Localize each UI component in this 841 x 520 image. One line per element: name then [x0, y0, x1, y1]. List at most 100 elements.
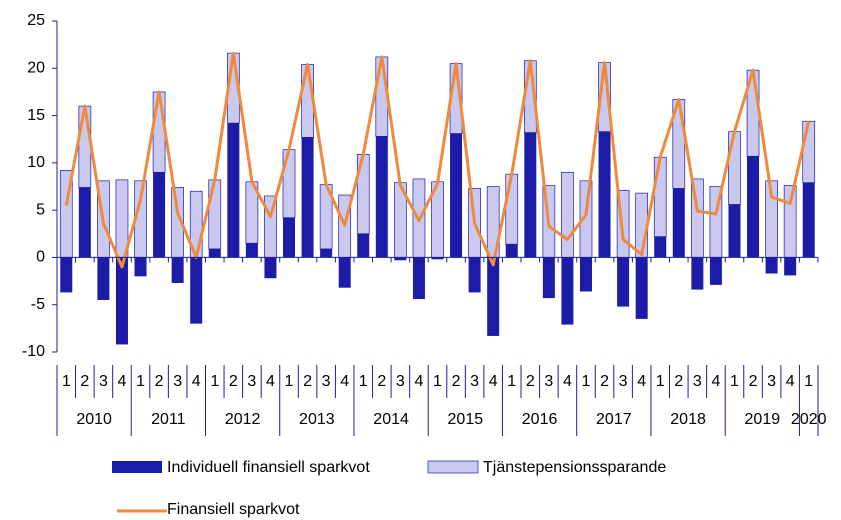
- x-tick-label: 4: [266, 373, 275, 390]
- bar: [208, 248, 221, 258]
- x-tick-label: 1: [285, 373, 294, 390]
- bar: [635, 257, 648, 319]
- bar: [747, 156, 760, 258]
- y-tick-label: 10: [27, 154, 45, 171]
- bar: [487, 257, 500, 336]
- x-tick-label: 4: [563, 373, 572, 390]
- bar: [245, 243, 258, 258]
- x-tick-label: 4: [118, 373, 127, 390]
- x-tick-label: 1: [804, 373, 813, 390]
- x-tick-label: 1: [656, 373, 665, 390]
- bar: [171, 257, 184, 283]
- x-tick-label: 2: [155, 373, 164, 390]
- y-tick-label: -10: [22, 343, 45, 360]
- year-label: 2017: [596, 411, 632, 428]
- x-tick-label: 3: [767, 373, 776, 390]
- bar: [802, 182, 815, 258]
- x-tick-label: 2: [229, 373, 238, 390]
- bar: [561, 257, 574, 325]
- y-tick-label: 15: [27, 107, 45, 124]
- bar: [283, 217, 296, 258]
- year-label: 2012: [225, 411, 261, 428]
- x-tick-label: 4: [192, 373, 201, 390]
- bar: [357, 233, 370, 258]
- y-tick-label: -5: [31, 296, 45, 313]
- year-label: 2013: [299, 411, 335, 428]
- y-tick-label: 25: [27, 12, 45, 29]
- bar: [152, 91, 166, 173]
- x-tick-label: 2: [749, 373, 758, 390]
- bar: [78, 187, 91, 258]
- bar: [468, 257, 481, 293]
- legend-label: Tjänstepensionssparande: [483, 459, 666, 476]
- year-label: 2011: [151, 411, 186, 428]
- x-tick-label: 1: [359, 373, 368, 390]
- bar: [134, 257, 147, 277]
- bar: [264, 257, 277, 279]
- x-tick-label: 4: [786, 373, 795, 390]
- bar: [542, 257, 555, 299]
- bar: [190, 257, 203, 324]
- x-tick-label: 4: [340, 373, 349, 390]
- bar: [728, 204, 741, 258]
- y-tick-label: 5: [36, 201, 45, 218]
- x-tick-label: 1: [62, 373, 71, 390]
- x-tick-label: 3: [693, 373, 702, 390]
- x-tick-label: 3: [322, 373, 331, 390]
- x-tick-label: 3: [619, 373, 628, 390]
- bar: [505, 244, 518, 258]
- bar: [375, 136, 388, 258]
- legend-swatch: [427, 460, 479, 474]
- x-tick-label: 1: [210, 373, 219, 390]
- year-label: 2018: [670, 411, 706, 428]
- bar: [691, 257, 704, 290]
- x-tick-label: 3: [173, 373, 182, 390]
- x-tick-label: 2: [674, 373, 683, 390]
- x-tick-label: 4: [637, 373, 646, 390]
- x-tick-label: 3: [247, 373, 256, 390]
- bar: [227, 123, 240, 258]
- x-tick-label: 3: [544, 373, 553, 390]
- x-tick-label: 2: [452, 373, 461, 390]
- x-tick-label: 3: [99, 373, 108, 390]
- year-label: 2020: [791, 411, 827, 428]
- x-tick-label: 2: [600, 373, 609, 390]
- x-tick-label: 2: [303, 373, 312, 390]
- line: [64, 51, 811, 269]
- y-tick-label: 20: [27, 60, 45, 77]
- bar: [97, 257, 110, 300]
- x-tick-label: 3: [396, 373, 405, 390]
- bar: [153, 172, 166, 258]
- x-tick-label: 1: [507, 373, 516, 390]
- x-tick-label: 3: [470, 373, 479, 390]
- x-tick-label: 2: [526, 373, 535, 390]
- year-label: 2014: [373, 411, 409, 428]
- year-label: 2015: [448, 411, 484, 428]
- legend-swatch: [112, 461, 162, 473]
- bar: [561, 171, 574, 258]
- bar: [115, 257, 128, 345]
- bar: [375, 56, 389, 137]
- bar: [320, 248, 333, 258]
- y-tick-label: 0: [36, 249, 45, 266]
- x-tick-label: 1: [582, 373, 591, 390]
- bar: [505, 173, 519, 245]
- bar: [598, 131, 611, 258]
- bar: [654, 236, 667, 258]
- bar: [802, 120, 816, 184]
- bar: [115, 179, 129, 258]
- bar: [394, 257, 407, 261]
- bar: [60, 257, 73, 293]
- x-tick-label: 4: [489, 373, 498, 390]
- legend-label: Individuell finansiell sparkvot: [167, 459, 370, 476]
- year-label: 2010: [76, 411, 112, 428]
- bar: [784, 257, 797, 276]
- bar: [617, 257, 630, 307]
- bar: [672, 188, 685, 258]
- bar: [579, 257, 592, 292]
- bar: [765, 257, 778, 274]
- x-tick-label: 2: [377, 373, 386, 390]
- bar: [728, 131, 741, 205]
- x-tick-label: 4: [414, 373, 423, 390]
